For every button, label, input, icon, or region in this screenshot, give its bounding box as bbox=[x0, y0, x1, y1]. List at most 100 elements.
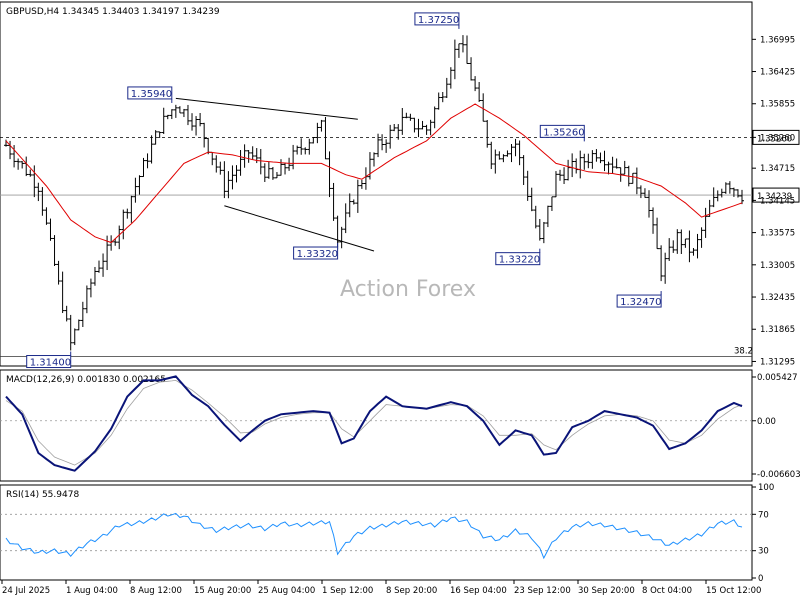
trendlines bbox=[175, 97, 375, 252]
ohlc-bar bbox=[432, 106, 437, 129]
ohlc-bar bbox=[473, 76, 478, 92]
ohlc-bar bbox=[630, 172, 635, 184]
rsi-tick-label: 100 bbox=[758, 483, 774, 493]
ohlc-bar bbox=[436, 92, 441, 110]
ohlc-bar bbox=[299, 138, 304, 155]
ohlc-bar bbox=[610, 156, 615, 174]
svg-text:1.33220: 1.33220 bbox=[499, 255, 540, 266]
ohlc-bar bbox=[287, 157, 292, 171]
ohlc-bar bbox=[497, 151, 502, 160]
ohlc-high: 1.34403 bbox=[102, 7, 139, 17]
ohlc-bar bbox=[274, 172, 279, 179]
ohlc-bar bbox=[384, 139, 389, 153]
ohlc-bar bbox=[177, 106, 182, 114]
ohlc-bar bbox=[663, 252, 668, 284]
ohlc-bar bbox=[117, 225, 122, 250]
ohlc-bar bbox=[493, 149, 498, 174]
ohlc-bar bbox=[372, 152, 376, 167]
time-tick-label: 30 Sep 20:00 bbox=[578, 586, 635, 596]
macd-tick-label: 0.00 bbox=[757, 417, 776, 427]
ohlc-bar bbox=[396, 124, 401, 140]
ohlc-bar bbox=[331, 182, 336, 221]
ohlc-bar bbox=[646, 190, 651, 218]
ohlc-bar bbox=[606, 161, 611, 175]
ohlc-bar bbox=[400, 107, 405, 135]
ohlc-bar bbox=[675, 229, 680, 254]
ohlc-bar bbox=[307, 138, 312, 155]
ohlc-bar bbox=[424, 124, 429, 135]
ohlc-bar bbox=[412, 117, 417, 133]
ohlc-bar bbox=[351, 199, 356, 205]
ohlc-bar bbox=[735, 189, 740, 198]
price-tick-label: 1.35260 bbox=[760, 133, 795, 143]
ohlc-bar bbox=[12, 145, 17, 168]
ohlc-bar bbox=[323, 117, 328, 160]
ohlc-bar bbox=[68, 314, 73, 351]
price-tick-label: 1.36425 bbox=[760, 68, 795, 78]
ohlc-low: 1.34197 bbox=[142, 7, 179, 17]
ohlc-bar bbox=[222, 161, 227, 199]
macd-panel bbox=[0, 369, 753, 482]
ohlc-bar bbox=[731, 187, 736, 197]
ohlc-bar bbox=[60, 271, 65, 314]
price-grid: 1.35260 38.2 1.34239 bbox=[0, 129, 800, 357]
macd-lines bbox=[0, 375, 752, 472]
ohlc-bar bbox=[566, 159, 571, 181]
ohlc-bar bbox=[380, 134, 385, 151]
ohlc-bar bbox=[481, 93, 486, 122]
ohlc-bar bbox=[234, 165, 239, 183]
ohlc-bar bbox=[283, 162, 288, 175]
ohlc-bar bbox=[125, 208, 130, 219]
ohlc-bar bbox=[36, 182, 41, 202]
ohlc-bar bbox=[444, 77, 449, 98]
ohlc-bar bbox=[238, 150, 243, 176]
ohlc-bar bbox=[513, 138, 518, 157]
time-tick-label: 23 Sep 12:00 bbox=[514, 586, 571, 596]
ohlc-bar bbox=[153, 130, 158, 145]
ohlc-bar bbox=[614, 158, 619, 169]
price-annotation: 1.37250 bbox=[414, 12, 460, 29]
rsi-lines bbox=[0, 512, 752, 560]
ohlc-bar bbox=[440, 92, 445, 103]
ohlc-bar bbox=[651, 207, 656, 234]
ohlc-bar bbox=[327, 151, 332, 198]
ohlc-bar bbox=[367, 152, 372, 180]
rsi-panel bbox=[0, 484, 753, 581]
ohlc-bar bbox=[521, 155, 526, 186]
price-annotation: 1.35940 bbox=[127, 86, 173, 103]
price-tick-label: 1.36995 bbox=[760, 35, 795, 45]
ohlc-bar bbox=[719, 188, 724, 198]
time-tick-label: 16 Sep 04:00 bbox=[450, 586, 507, 596]
ohlc-bar bbox=[311, 137, 316, 144]
price-tick-label: 1.33575 bbox=[760, 229, 795, 239]
ohlc-bar bbox=[509, 144, 514, 163]
ohlc-bar bbox=[190, 113, 195, 131]
ohlc-bar bbox=[428, 119, 433, 136]
ohlc-bar bbox=[339, 226, 344, 249]
ohlc-bar bbox=[303, 147, 308, 155]
ohlc-bar bbox=[529, 187, 534, 212]
ohlc-bar bbox=[558, 169, 563, 181]
time-tick-label: 15 Aug 20:00 bbox=[194, 586, 251, 596]
ohlc-bar bbox=[165, 114, 170, 120]
moving-average bbox=[5, 103, 743, 244]
rsi-tick-label: 30 bbox=[758, 547, 769, 557]
ohlc-bar bbox=[376, 133, 381, 158]
svg-text:1.31400: 1.31400 bbox=[30, 358, 71, 369]
ohlc-bar bbox=[319, 119, 324, 132]
svg-text:1.32470: 1.32470 bbox=[620, 297, 661, 308]
time-tick-label: 1 Sep 12:00 bbox=[322, 586, 373, 596]
price-annotation: 1.32470 bbox=[616, 291, 662, 308]
macd-title: MACD(12,26,9) 0.001830 0.002165 bbox=[6, 375, 166, 385]
price-annotation: 1.31400 bbox=[26, 351, 72, 369]
time-tick-label: 25 Aug 04:00 bbox=[258, 586, 315, 596]
ohlc-bar bbox=[121, 209, 126, 240]
ohlc-bar bbox=[667, 238, 672, 261]
ohlc-bar bbox=[404, 112, 409, 119]
ohlc-bar bbox=[452, 39, 457, 80]
ohlc-bar bbox=[129, 195, 134, 223]
ohlc-bar bbox=[295, 145, 300, 155]
ohlc-bar bbox=[64, 305, 69, 322]
reference-price-label: 1.35260 bbox=[757, 134, 792, 144]
ohlc-bar bbox=[659, 245, 664, 282]
